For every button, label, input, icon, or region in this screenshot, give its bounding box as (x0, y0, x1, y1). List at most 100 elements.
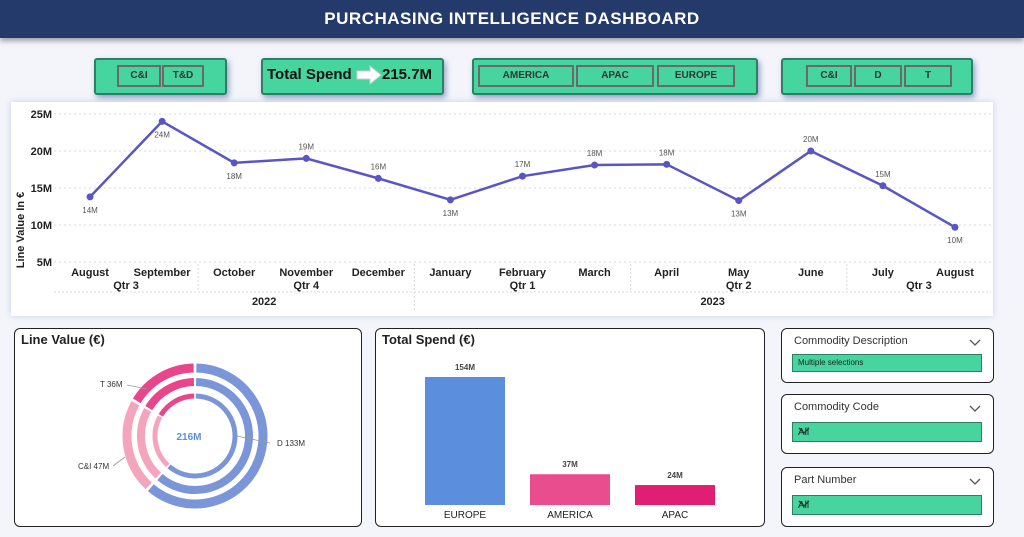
chevron-down-icon[interactable] (969, 400, 981, 418)
data-point (302, 154, 310, 162)
category-filter-group: C&I D T (781, 58, 973, 95)
part-number-slicer: Part Number All (781, 467, 994, 527)
slicer-title: Part Number (794, 474, 857, 486)
segment-filter-group: C&I T&D (94, 58, 227, 95)
category-button-t[interactable]: T (904, 65, 952, 87)
x-month-label: April (654, 267, 679, 279)
data-point (86, 193, 94, 201)
line-chart-panel: Line Value In € 25M 20M 15M 10M 5M August Sep… (11, 102, 993, 316)
y-tick-label: 10M (31, 220, 52, 232)
x-month-label: February (499, 267, 547, 279)
x-month-label: March (578, 267, 611, 279)
leader-line (126, 384, 148, 390)
data-point (591, 161, 599, 169)
data-label: 13M (731, 210, 747, 219)
y-axis-title: Line Value In € (15, 192, 27, 268)
dashboard-title: PURCHASING INTELLIGENCE DASHBOARD (324, 9, 700, 28)
donut-segment (137, 408, 162, 479)
data-point (374, 174, 382, 182)
x-month-label: June (798, 267, 824, 279)
bar-data-label: 37M (562, 460, 578, 469)
data-label: 19M (298, 142, 314, 151)
dropdown-value: Multiple selections (798, 358, 864, 367)
chevron-down-icon (798, 427, 976, 438)
data-label: 15M (875, 170, 891, 179)
data-label: 10M (947, 236, 963, 245)
commodity-code-dropdown[interactable]: All (792, 422, 982, 442)
donut-segment (122, 401, 152, 490)
data-label: 13M (443, 209, 459, 218)
x-month-label: July (872, 267, 895, 279)
chevron-down-icon[interactable] (969, 334, 981, 352)
data-point (735, 197, 743, 205)
data-point (879, 182, 887, 190)
x-month-label: November (279, 267, 334, 279)
data-point (230, 159, 238, 167)
segment-button-td[interactable]: T&D (162, 65, 204, 87)
bar (635, 485, 715, 505)
x-month-label: August (71, 267, 109, 279)
chevron-down-icon (798, 500, 976, 511)
donut-segment (132, 363, 194, 404)
donut-segment (158, 393, 195, 417)
leader-line (236, 435, 271, 444)
slice-label: D 133M (277, 439, 305, 448)
x-quarter-label: Qtr 3 (113, 280, 139, 292)
total-spend-panel: Total Spend (€) 154M EUROPE 37M AMERICA 24M A… (375, 328, 765, 527)
x-quarter-label: Qtr 3 (906, 280, 932, 292)
data-point (158, 117, 166, 125)
x-month-label: September (134, 267, 192, 279)
bar (530, 474, 610, 505)
slicer-title: Commodity Code (794, 401, 879, 413)
data-point (519, 172, 526, 180)
y-tick-label: 20M (31, 146, 52, 158)
bar-data-label: 24M (667, 471, 683, 480)
x-quarter-label: Qtr 1 (510, 280, 536, 292)
donut-segment (145, 378, 195, 411)
segment-button-ci[interactable]: C&I (117, 65, 161, 87)
total-spend-card: Total Spend 215.7M (261, 58, 444, 95)
data-label: 18M (587, 149, 603, 158)
donut-chart-title: Line Value (€) (21, 332, 105, 347)
leader-line (112, 456, 126, 467)
bar-chart: 154M EUROPE 37M AMERICA 24M APAC (425, 363, 715, 521)
data-point (951, 223, 959, 231)
x-year-label: 2023 (700, 296, 724, 308)
x-month-label: December (352, 267, 406, 279)
commodity-description-dropdown[interactable]: Multiple selections (792, 354, 982, 372)
x-year-label: 2022 (252, 296, 276, 308)
data-label: 17M (515, 160, 531, 169)
region-filter-group: AMERICA APAC EUROPE (472, 58, 758, 95)
commodity-description-slicer: Commodity Description Multiple selection… (781, 328, 994, 383)
donut-segment (157, 378, 253, 494)
category-button-ci[interactable]: C&I (806, 65, 852, 87)
region-button-america[interactable]: AMERICA (478, 65, 574, 87)
region-button-europe[interactable]: EUROPE (657, 65, 735, 87)
part-number-dropdown[interactable]: All (792, 495, 982, 515)
category-button-d[interactable]: D (854, 65, 902, 87)
x-month-label: October (213, 267, 256, 279)
x-month-label: January (429, 267, 472, 279)
commodity-code-slicer: Commodity Code All (781, 394, 994, 454)
chevron-down-icon[interactable] (969, 473, 981, 491)
line-value-panel: Line Value (€) 216M D 133M C&I 47M T 36M (14, 328, 362, 527)
slice-label: T 36M (100, 380, 123, 389)
bar-category-label: AMERICA (547, 510, 593, 521)
data-label: 16M (371, 162, 387, 171)
x-quarter-label: Qtr 4 (293, 280, 320, 292)
y-tick-label: 15M (31, 183, 52, 195)
line-chart: Line Value In € 25M 20M 15M 10M 5M August Sep… (15, 109, 991, 310)
slicer-title: Commodity Description (794, 335, 908, 347)
data-label: 20M (803, 135, 819, 144)
bar (425, 377, 505, 505)
data-label: 18M (659, 148, 675, 157)
donut-segment (147, 363, 268, 509)
total-spend-value: 215.7M (382, 66, 433, 83)
region-button-apac[interactable]: APAC (576, 65, 654, 87)
x-quarter-label: Qtr 2 (726, 280, 752, 292)
x-month-label: August (936, 267, 974, 279)
donut-chart: 216M D 133M C&I 47M T 36M (78, 363, 305, 509)
bar-category-label: EUROPE (444, 510, 487, 521)
data-point (663, 160, 671, 168)
total-spend-label: Total Spend (267, 66, 352, 83)
